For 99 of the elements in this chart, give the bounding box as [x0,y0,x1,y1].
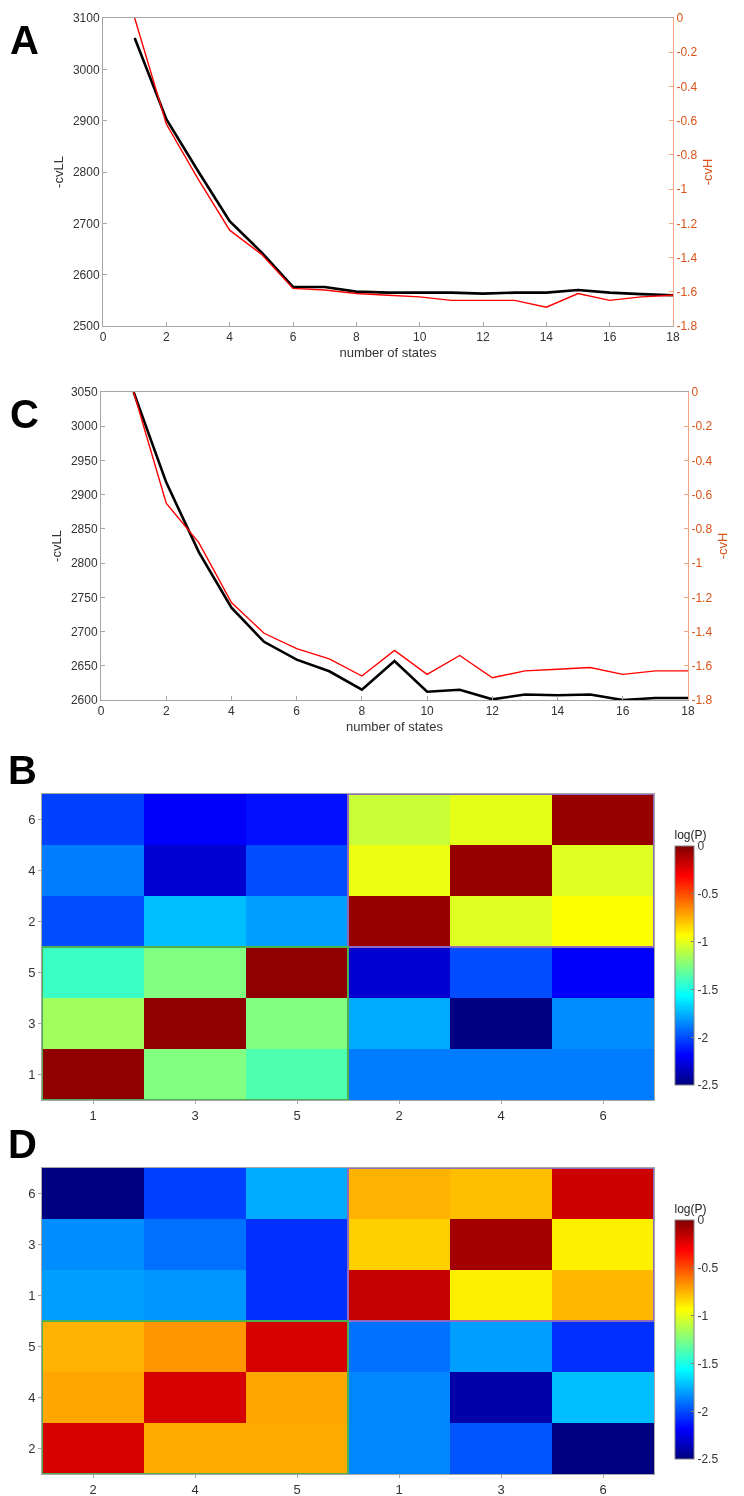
y-tick-label: 2600 [70,693,98,708]
y-tick-label: 2 [28,1441,36,1457]
y-tick-label: 2850 [70,522,98,537]
x-tick-label: 5 [293,1481,301,1496]
color-bar-label: -0.5 [697,887,719,902]
x-tick-label: 2 [395,1107,403,1123]
x-tick-label: 18 [681,704,695,719]
x-tick-label: 4 [226,330,234,345]
color-bar-label: -1.5 [697,1356,719,1371]
x-tick-label: 12 [485,704,500,719]
y2-axis-title: -cvH [700,158,715,186]
x-tick-label: 8 [358,704,366,719]
y2-tick-label: -0.4 [676,79,698,94]
y2-tick-label: -1.6 [691,658,713,673]
x-tick-label: 16 [602,330,617,345]
color-bar-label: -0.5 [697,1261,719,1276]
y2-tick-label: -0.8 [676,148,698,163]
x-tick-label: 4 [228,704,236,719]
y-tick-label: 1 [28,1067,36,1083]
x-tick-label: 0 [99,330,107,345]
color-bar-label: -1.5 [697,982,719,997]
y2-tick-label: -0.4 [691,453,713,468]
y2-tick-label: -0.2 [676,45,698,60]
y-tick-label: 5 [28,1339,36,1355]
x-tick-label: 16 [616,704,630,719]
y-tick-label: 3 [28,1016,36,1032]
x-axis-title: number of states [339,345,437,360]
x-tick-label: 1 [395,1481,403,1496]
x-tick-label: 5 [293,1107,301,1123]
y-tick-label: 3050 [70,385,98,400]
color-bar-label: -2 [697,1404,709,1419]
chart-title: B [8,748,37,792]
y2-tick-label: -0.2 [691,419,713,434]
x-tick-label: 6 [293,704,301,719]
y2-axis-title: -cvH [715,532,730,560]
y2-tick-label: -0.6 [676,113,698,128]
y2-tick-label: -1.6 [676,284,698,299]
x-axis-title: number of states [346,719,444,734]
y-tick-label: 2700 [70,624,98,639]
y2-tick-label: -1.2 [691,590,713,605]
color-bar-label: -2.5 [697,1452,719,1467]
y2-tick-label: -0.8 [691,522,713,537]
color-bar-label: -2 [697,1030,709,1045]
y2-tick-label: -1 [676,182,688,197]
y-tick-label: 2900 [70,487,98,502]
y-tick-label: 5 [28,965,36,981]
y-tick-label: 2950 [70,453,98,468]
color-bar-title: log(P) [674,827,707,842]
x-tick-label: 3 [191,1107,199,1123]
chart-title: C [10,392,39,436]
y-tick-label: 4 [28,1390,36,1406]
y-tick-label: 4 [28,863,36,879]
x-tick-label: 2 [162,704,170,719]
y-tick-label: 3100 [72,11,100,26]
y-axis-title: -cvLL [50,156,66,188]
y2-tick-label: 0 [691,385,699,400]
x-tick-label: 0 [97,704,105,719]
x-tick-label: 10 [412,330,427,345]
x-tick-label: 4 [191,1481,199,1496]
y-tick-label: 2750 [70,590,98,605]
y-tick-label: 2800 [72,165,100,180]
y-axis-title: -cvLL [48,530,64,562]
x-tick-label: 3 [497,1481,505,1496]
y-tick-label: 1 [28,1288,36,1304]
y-tick-label: 2600 [72,267,100,282]
x-tick-label: 6 [599,1107,607,1123]
x-tick-label: 14 [539,330,554,345]
y-tick-label: 2700 [72,216,100,231]
y-tick-label: 2500 [72,319,100,334]
y-tick-label: 2900 [72,113,100,128]
y-tick-label: 2 [28,914,36,930]
y-tick-label: 6 [28,812,36,828]
x-tick-label: 14 [550,704,565,719]
x-tick-label: 12 [476,330,490,345]
y2-tick-label: -1.4 [676,250,698,265]
x-tick-label: 18 [666,330,680,345]
x-tick-label: 6 [599,1481,607,1496]
y2-tick-label: 0 [676,11,684,26]
y2-tick-label: -1 [691,556,703,571]
chart-title: A [10,18,39,62]
color-bar-title: log(P) [674,1201,707,1216]
x-tick-label: 10 [420,704,435,719]
y2-tick-label: -1.2 [676,216,698,231]
x-tick-label: 2 [162,330,170,345]
y-tick-label: 2650 [70,658,98,673]
x-tick-label: 6 [289,330,297,345]
x-tick-label: 8 [352,330,360,345]
y-tick-label: 3 [28,1237,36,1253]
y2-tick-label: -1.4 [691,624,713,639]
y-tick-label: 3000 [72,62,100,77]
y2-tick-label: -0.6 [691,487,713,502]
y-tick-label: 3000 [70,419,98,434]
color-bar-label: -1 [697,934,709,949]
x-tick-label: 4 [497,1107,505,1123]
y-tick-label: 6 [28,1186,36,1202]
color-bar-label: -2.5 [697,1078,719,1093]
chart-title: D [8,1122,37,1166]
y-tick-label: 2800 [70,556,98,571]
color-bar-label: -1 [697,1308,709,1323]
